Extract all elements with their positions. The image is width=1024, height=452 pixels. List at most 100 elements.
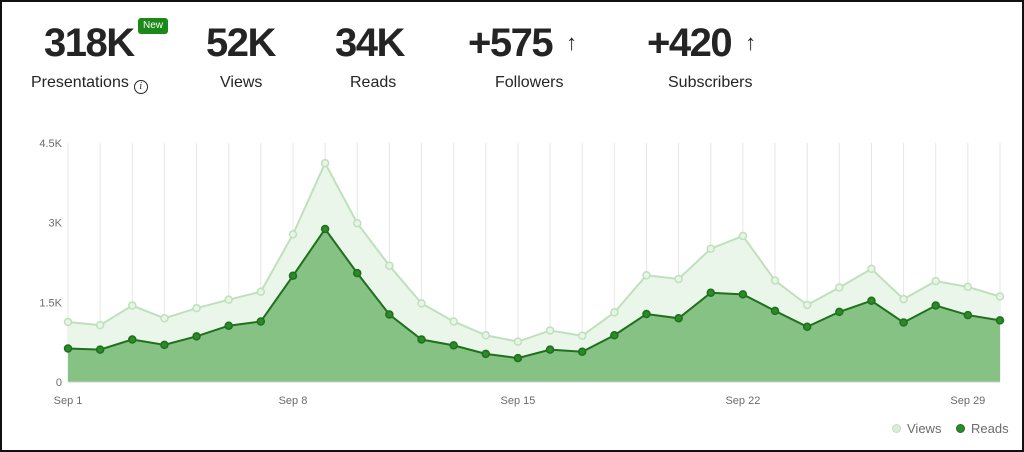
views-point [224,295,233,304]
reads-point [449,341,458,350]
stat-followers: +575 ↑ Followers [468,20,577,91]
reads-point [160,340,169,350]
x-tick-label: Sep 1 [54,395,83,407]
reads-point [802,322,812,332]
reads-point [224,321,233,330]
reads-point [610,331,619,340]
reads-point [385,310,394,319]
reads-point [738,290,748,299]
reads-line [67,227,1001,360]
views-point [899,294,908,304]
reads-value: 34K [335,21,405,65]
views-point [642,270,651,280]
views-point [577,331,587,341]
presentations-label-row: Presentations i [31,74,148,94]
views-point [513,337,523,346]
views-point [706,244,716,253]
views-point [449,317,458,326]
arrow-up-icon: ↑ [566,30,578,55]
views-point [995,292,1005,301]
x-tick-label: Sep 8 [279,395,308,407]
views-point [256,287,266,296]
reads-point [256,317,266,326]
reads-point [674,314,683,323]
reads-point [192,332,201,341]
views-label: Views [220,74,263,91]
followers-label: Followers [495,74,564,91]
reads-legend-dot [956,424,965,433]
reads-label: Reads [350,74,397,91]
reads-point [770,306,780,316]
y-tick-label: 3K [49,218,63,230]
views-point [867,264,876,274]
x-tick-label: Sep 22 [725,395,760,407]
views-point [545,326,555,335]
reads-point [963,310,973,320]
reads-point [545,345,555,354]
reads-point [288,271,298,281]
views-point [963,282,973,292]
reads-point [63,344,73,353]
x-tick-label: Sep 29 [950,395,985,407]
reads-point [481,349,491,359]
stat-subscribers: +420 ↑ Subscribers [647,20,756,91]
reads-point [706,288,716,298]
views-point [320,158,330,168]
views-point [770,276,780,285]
reads-point [513,353,523,363]
presentations-label: Presentations [31,74,129,91]
reads-area [68,229,1000,382]
views-point [385,261,394,270]
reads-point [899,318,908,327]
views-point [63,317,73,327]
y-tick-label: 0 [56,377,62,389]
views-point [192,303,201,313]
views-point [931,276,940,286]
reads-point [931,301,940,310]
views-line [67,160,1001,343]
subscribers-value-row: +420 ↑ [647,20,756,72]
followers-value-row: +575 ↑ [468,20,577,72]
views-point [738,231,748,241]
views-point [481,331,491,340]
reads-point [867,296,876,305]
views-point [128,301,137,310]
y-tick-label: 4.5K [39,138,62,150]
views-point [352,218,362,228]
views-point [95,320,105,330]
views-legend-label: Views [907,421,942,436]
subscribers-value: +420 [647,21,733,65]
new-badge: New [138,18,169,34]
reads-point [95,345,105,354]
stat-views: 52K Views [206,20,276,91]
presentations-value: 318K [44,21,135,65]
reads-legend-label: Reads [971,421,1009,436]
reads-point [835,307,844,317]
views-value: 52K [206,21,276,65]
reads-point [320,224,330,234]
views-point [288,230,298,239]
reads-point [995,316,1005,325]
followers-value: +575 [468,21,554,65]
legend-item-views[interactable]: Views [892,421,941,436]
views-point [802,300,812,310]
x-tick-label: Sep 15 [500,395,535,407]
legend-item-reads[interactable]: Reads [956,421,1009,436]
reads-point [352,268,362,278]
reads-point [577,347,587,356]
subscribers-label: Subscribers [668,74,753,91]
reads-point [417,335,426,344]
reads-point [642,309,651,319]
info-icon[interactable]: i [133,80,148,94]
views-point [835,283,844,292]
stat-reads: 34K Reads [335,20,405,91]
views-legend-dot [892,424,901,433]
views-point [160,314,169,323]
views-point [674,274,683,284]
stat-presentations: 318K New Presentations i [31,18,169,94]
views-point [610,308,619,317]
y-tick-label: 1.5K [39,297,62,309]
reads-point [128,335,137,344]
